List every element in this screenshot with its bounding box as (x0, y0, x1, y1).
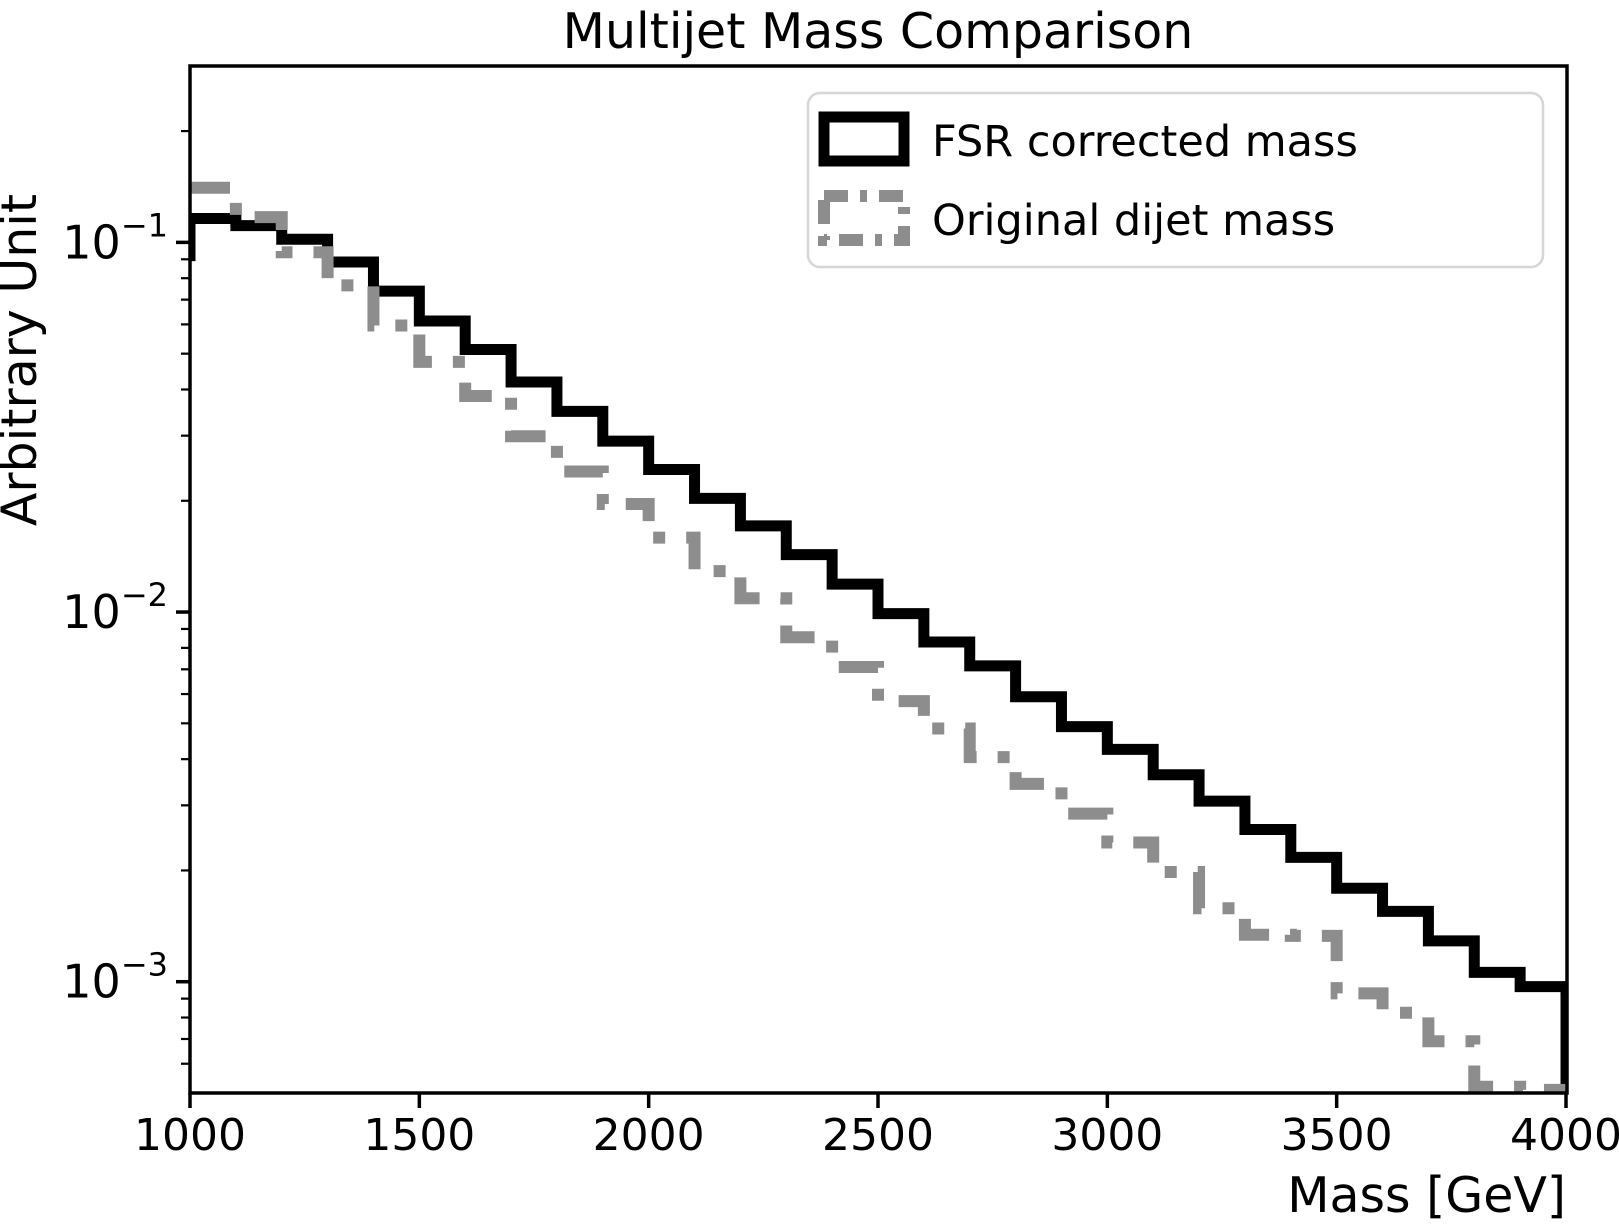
y-tick-label: 10−3 (62, 946, 168, 1009)
x-tick-label: 3000 (1051, 1110, 1163, 1161)
x-tick-label: 2500 (822, 1110, 934, 1161)
legend-swatch-original-icon (818, 190, 910, 246)
x-tick-label: 1000 (134, 1110, 246, 1161)
y-tick-label: 10−1 (62, 206, 168, 269)
series-layer (190, 181, 1567, 1093)
legend-swatch-fsr-icon (818, 111, 910, 167)
legend-box (806, 91, 1545, 269)
tick-labels: 1000 1500 2000 2500 3000 3500 4000 10−1 10−2 10−3 (62, 206, 1619, 1161)
legend: FSR corrected mass Original dijet mass (806, 91, 1545, 269)
y-tick-label: 10−2 (62, 576, 168, 639)
legend-label-original: Original dijet mass (932, 196, 1335, 246)
x-tick-label: 3500 (1281, 1110, 1393, 1161)
axis-ticks (176, 129, 1568, 1108)
y-axis-label: Arbitrary Unit (0, 194, 48, 526)
x-tick-label: 4000 (1510, 1110, 1619, 1161)
chart-title: Multijet Mass Comparison (563, 3, 1194, 60)
x-axis-label: Mass [GeV] (1287, 1167, 1566, 1224)
x-tick-label: 2000 (593, 1110, 705, 1161)
legend-label-fsr: FSR corrected mass (932, 117, 1358, 167)
series-original-dijet-mass (190, 181, 1567, 1093)
x-tick-label: 1500 (363, 1110, 475, 1161)
series-fsr-corrected-mass (190, 213, 1567, 1093)
plot-frame (188, 64, 1569, 1095)
